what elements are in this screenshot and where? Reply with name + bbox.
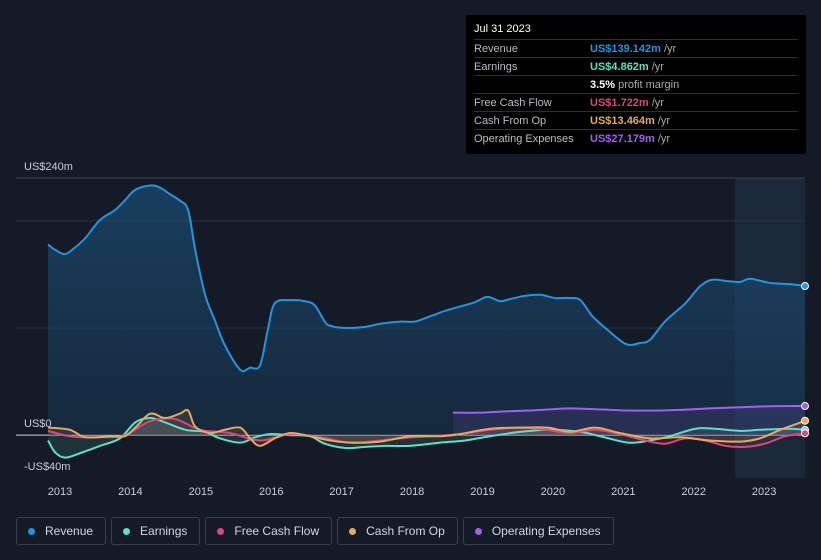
legend-label: Operating Expenses — [491, 524, 601, 538]
margin-text: profit margin — [618, 78, 680, 91]
y-tick-label: US$240m — [24, 161, 73, 173]
end-dot — [801, 402, 809, 411]
tooltip-value: US$13.464m — [590, 114, 655, 127]
tooltip-row: 3.5% profit margin — [474, 75, 798, 93]
legend-label: Free Cash Flow — [234, 524, 320, 538]
series-line — [47, 416, 806, 459]
legend-dot — [349, 527, 357, 535]
tooltip-value: US$27.179m — [590, 132, 655, 145]
chart: -US$40m US$0 US$240m 2013 2014 2015 2016 2017 20… — [16, 161, 809, 498]
tooltip-label: Cash From Op — [474, 114, 547, 127]
x-tick-label: 2017 — [329, 486, 353, 498]
series-line — [47, 184, 806, 373]
end-dot — [801, 282, 809, 291]
legend: Revenue Earnings Free Cash Flow Cash From O… — [16, 517, 614, 545]
tooltip-unit: /yr — [651, 60, 664, 73]
tooltip-unit: /yr — [651, 96, 664, 109]
x-tick-label: 2016 — [259, 486, 283, 498]
series-area — [48, 418, 806, 458]
legend-label: Cash From Op — [366, 524, 445, 538]
tooltip-unit: /yr — [657, 132, 671, 145]
x-tick-label: 2018 — [400, 486, 424, 498]
tooltip-value: US$1.722m — [590, 96, 649, 109]
tooltip-row: Free Cash Flow US$1.722m/yr — [474, 93, 798, 111]
tooltip-row: Earnings US$4.862m/yr — [474, 57, 798, 75]
series-line — [452, 405, 806, 414]
tooltip-value: US$139.142m — [590, 42, 661, 55]
x-tick-label: 2022 — [682, 486, 706, 498]
legend-label: Revenue — [45, 524, 94, 538]
tooltip-label: Revenue — [474, 42, 519, 55]
series-line — [47, 408, 806, 447]
margin-value: 3.5% — [590, 78, 616, 91]
legend-dot — [123, 527, 131, 535]
tooltip-row: Revenue US$139.142m/yr — [474, 39, 798, 57]
legend-item[interactable]: Free Cash Flow — [205, 517, 333, 545]
legend-dot — [474, 527, 482, 535]
tooltip-label: Free Cash Flow — [474, 96, 552, 109]
end-dot — [801, 416, 809, 425]
tooltip-unit: /yr — [663, 42, 677, 55]
x-tick-label: 2013 — [48, 486, 72, 498]
tooltip-row: Operating Expenses US$27.179m/yr — [474, 129, 798, 147]
x-tick-label: 2021 — [611, 486, 635, 498]
series-area — [48, 185, 806, 436]
tooltip-value: US$4.862m — [590, 60, 649, 73]
x-tick-label: 2020 — [541, 486, 565, 498]
legend-item[interactable]: Cash From Op — [337, 517, 458, 545]
x-tick-label: 2019 — [470, 486, 494, 498]
series-area — [48, 418, 806, 448]
tooltip-label: Operating Expenses — [474, 132, 574, 145]
legend-item[interactable]: Operating Expenses — [462, 517, 614, 545]
tooltip-row: Cash From Op US$13.464m/yr — [474, 111, 798, 129]
legend-dot — [217, 527, 225, 535]
legend-item[interactable]: Revenue — [16, 517, 107, 545]
y-tick-label: -US$40m — [24, 461, 70, 473]
x-tick-label: 2014 — [118, 486, 142, 498]
legend-item[interactable]: Earnings — [111, 517, 201, 545]
tooltip-date: Jul 31 2023 — [474, 23, 531, 35]
x-tick-label: 2023 — [752, 486, 776, 498]
tooltip-unit: /yr — [657, 114, 671, 127]
legend-dot — [28, 527, 35, 535]
x-tick-label: 2015 — [189, 486, 213, 498]
tooltip-label: Earnings — [474, 60, 518, 73]
legend-label: Earnings — [140, 524, 188, 538]
end-dot — [801, 429, 809, 438]
y-tick-label: US$0 — [24, 418, 52, 430]
tooltip: Jul 31 2023 Revenue US$139.142m/yr Earning… — [466, 15, 806, 154]
